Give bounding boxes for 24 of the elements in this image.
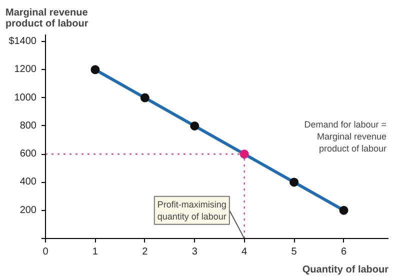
point <box>339 206 348 215</box>
x-tick-label: 5 <box>291 246 298 258</box>
point <box>140 93 150 102</box>
point <box>190 121 200 130</box>
y-tick-label: 600 <box>20 148 37 160</box>
y-tick-label: 200 <box>20 204 37 216</box>
y-tick-label: 400 <box>20 176 37 188</box>
y-tick-label: 800 <box>20 120 37 132</box>
x-tick-label: 6 <box>340 246 347 258</box>
point <box>290 178 299 187</box>
chart-title: Marginal revenue product of labour <box>6 8 88 30</box>
y-tick-label: 1200 <box>14 64 37 76</box>
point <box>90 65 100 74</box>
x-tick-label: 3 <box>192 246 198 258</box>
x-tick-label: 2 <box>142 246 148 258</box>
annotation: Demand for labour = Marginal revenue product of labour <box>304 120 387 154</box>
x-tick-label: 1 <box>92 246 98 258</box>
point <box>240 150 249 159</box>
x-axis-title: Quantity of labour <box>302 264 389 276</box>
x-tick-label: 0 <box>42 246 49 258</box>
annotation: Profit-maximising quantity of labour <box>157 199 226 222</box>
y-tick-label: 1000 <box>14 92 37 104</box>
x-tick-label: 4 <box>242 246 248 258</box>
y-tick-label: $1400 <box>8 36 37 48</box>
